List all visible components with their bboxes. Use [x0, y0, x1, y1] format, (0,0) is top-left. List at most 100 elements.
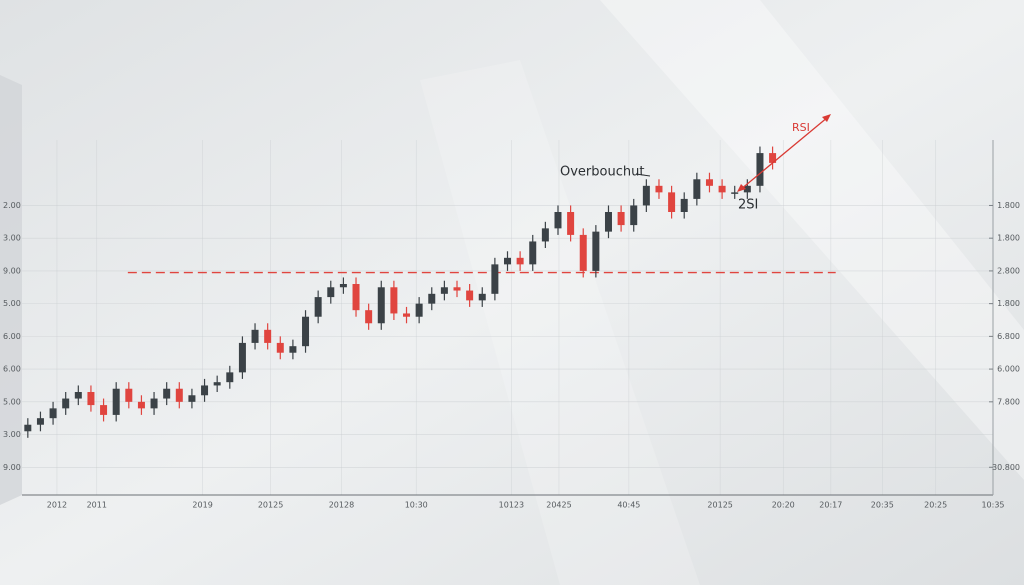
candle-body — [36, 418, 44, 425]
y2-tick-label: 1.800 — [997, 201, 1020, 210]
candle-body — [466, 290, 474, 301]
y-tick-label: 9.00 — [3, 266, 21, 275]
candle-body — [693, 179, 701, 199]
arrow-head — [737, 184, 746, 192]
candle-body — [137, 401, 145, 409]
candle-body — [718, 185, 726, 193]
candle-body — [175, 388, 183, 402]
candle-body — [680, 198, 688, 212]
candle-body — [49, 408, 57, 419]
candle-body — [289, 346, 297, 353]
candle-body — [668, 192, 676, 212]
x-tick-label: 2012 — [47, 501, 67, 510]
y2-tick-label: 1.800 — [997, 299, 1020, 308]
y2-tick-label: 6.800 — [997, 332, 1020, 341]
y-tick-label: 3.00 — [3, 430, 21, 439]
candle-body — [213, 382, 221, 386]
annotation-arrow — [739, 116, 829, 191]
candle-body — [125, 388, 133, 402]
y-tick-label: 9.00 — [3, 463, 21, 472]
candle-body — [440, 287, 448, 294]
side-panel — [0, 75, 22, 505]
candle-body — [390, 287, 398, 314]
candle-body — [238, 342, 246, 373]
y-tick-label: 2.00 — [3, 201, 21, 210]
candle-body — [705, 179, 713, 186]
annotation: 2SI — [738, 198, 758, 213]
candle-body — [87, 392, 95, 406]
candle-body — [453, 287, 461, 291]
candle-body — [150, 398, 158, 409]
candle-body — [415, 303, 423, 317]
candle-body — [365, 310, 373, 324]
candle-body — [478, 293, 486, 301]
candle-body — [592, 231, 600, 271]
candle-body — [516, 257, 524, 265]
y-tick-label: 6.00 — [3, 365, 21, 374]
candle-body — [504, 257, 511, 265]
candle-body — [655, 185, 663, 193]
candle-body — [74, 392, 82, 399]
candle-body — [769, 153, 777, 163]
annotation: RSI — [792, 121, 810, 134]
annotation: Overbouchut — [560, 165, 644, 180]
candle-body — [403, 313, 411, 317]
y2-tick-label: 6.000 — [997, 365, 1020, 374]
candle-body — [642, 185, 650, 206]
y-tick-label: 5.00 — [3, 299, 21, 308]
candle-body — [743, 185, 751, 193]
light-beam — [420, 60, 700, 585]
candle-body — [100, 405, 108, 415]
candle-body — [731, 192, 739, 194]
y2-tick-label: 2.800 — [997, 266, 1020, 275]
candle-body — [352, 284, 360, 311]
candle-body — [541, 228, 549, 242]
candle-body — [529, 241, 537, 265]
candle-body — [327, 287, 335, 298]
candle-body — [491, 264, 499, 294]
y-tick-label: 6.00 — [3, 332, 21, 341]
candle-body — [630, 205, 638, 226]
candle-body — [24, 424, 32, 432]
x-tick-label: 20:20 — [772, 501, 795, 510]
light-beam — [600, 0, 1024, 480]
x-tick-label: 20125 — [707, 501, 732, 510]
candle-body — [226, 372, 234, 383]
x-tick-label: 20:25 — [924, 501, 947, 510]
candle-body — [188, 395, 196, 402]
x-tick-label: 20:35 — [871, 501, 894, 510]
candle-body — [302, 316, 310, 347]
candle-body — [617, 212, 625, 226]
candle-body — [604, 212, 612, 232]
candle-body — [112, 388, 120, 415]
x-tick-label: 20128 — [329, 501, 354, 510]
candle-body — [339, 284, 347, 288]
candle-body — [428, 293, 436, 304]
x-tick-label: 20125 — [258, 501, 283, 510]
x-tick-label: 10:35 — [981, 501, 1004, 510]
candle-body — [377, 287, 385, 324]
candle-body — [264, 329, 272, 343]
candle-body — [62, 398, 70, 409]
x-tick-label: 10:30 — [405, 501, 428, 510]
y2-tick-label: 1.800 — [997, 234, 1020, 243]
x-tick-label: 10123 — [499, 501, 524, 510]
candle-body — [314, 297, 322, 317]
candle-body — [579, 234, 587, 271]
x-tick-label: 20425 — [546, 501, 571, 510]
y2-tick-label: 30.800 — [992, 463, 1020, 472]
x-tick-label: 20:17 — [819, 501, 842, 510]
candle-body — [201, 385, 209, 396]
x-tick-label: 2011 — [87, 501, 107, 510]
x-tick-label: 40:45 — [617, 501, 640, 510]
candle-body — [276, 342, 284, 353]
x-tick-label: 2019 — [192, 501, 212, 510]
candle-body — [567, 212, 575, 235]
y-tick-label: 5.00 — [3, 397, 21, 406]
arrow-head — [822, 114, 831, 122]
candle-body — [163, 388, 171, 399]
candle-body — [756, 153, 764, 186]
y2-tick-label: 7.800 — [997, 397, 1020, 406]
